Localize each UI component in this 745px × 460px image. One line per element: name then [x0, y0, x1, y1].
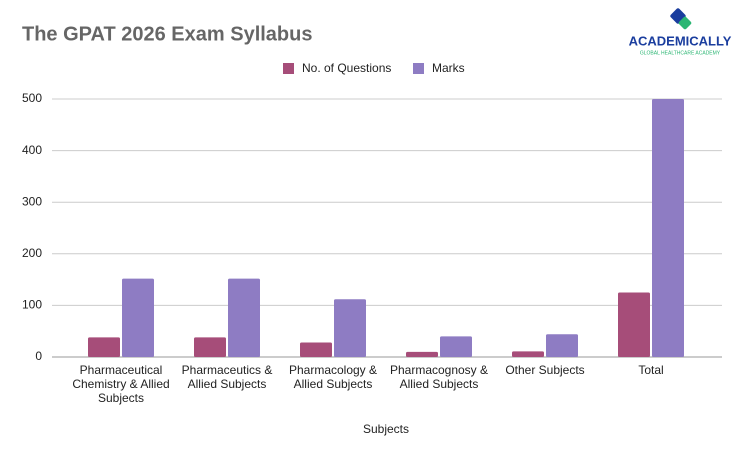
logo-tagline: GLOBAL HEALTHCARE ACADEMY	[640, 50, 721, 56]
bar	[122, 278, 154, 357]
y-tick-label: 400	[22, 143, 42, 157]
bar	[440, 336, 472, 357]
legend-swatch	[413, 63, 424, 74]
bar	[618, 292, 650, 357]
y-tick-label: 0	[35, 349, 42, 363]
x-tick-label: Pharmacognosy & Allied Subjects	[389, 363, 489, 391]
bar	[512, 351, 544, 357]
y-tick-label: 300	[22, 194, 42, 208]
y-tick-label: 500	[22, 91, 42, 105]
legend-label: No. of Questions	[302, 61, 391, 75]
bar	[652, 99, 684, 357]
bar	[228, 278, 260, 357]
bar	[546, 334, 578, 357]
y-tick-label: 100	[22, 298, 42, 312]
legend-label: Marks	[432, 61, 465, 75]
x-tick-label: Pharmacology & Allied Subjects	[288, 363, 378, 391]
x-tick-label: Total	[638, 363, 664, 377]
legend-swatch	[283, 63, 294, 74]
x-tick-label: Pharmaceutical Chemistry & Allied Subjec…	[72, 363, 170, 405]
logo-name: ACADEMICALLY	[629, 33, 732, 48]
x-axis-title: Subjects	[363, 422, 409, 436]
bar	[406, 351, 438, 357]
logo-icon	[670, 8, 692, 30]
bar	[300, 342, 332, 357]
y-tick-label: 200	[22, 246, 42, 260]
chart-title: The GPAT 2026 Exam Syllabus	[22, 23, 313, 45]
x-tick-label: Pharmaceutics & Allied Subjects	[181, 363, 273, 391]
bar	[194, 337, 226, 357]
bar	[88, 337, 120, 357]
bar	[334, 299, 366, 357]
x-tick-label: Other Subjects	[505, 363, 585, 377]
